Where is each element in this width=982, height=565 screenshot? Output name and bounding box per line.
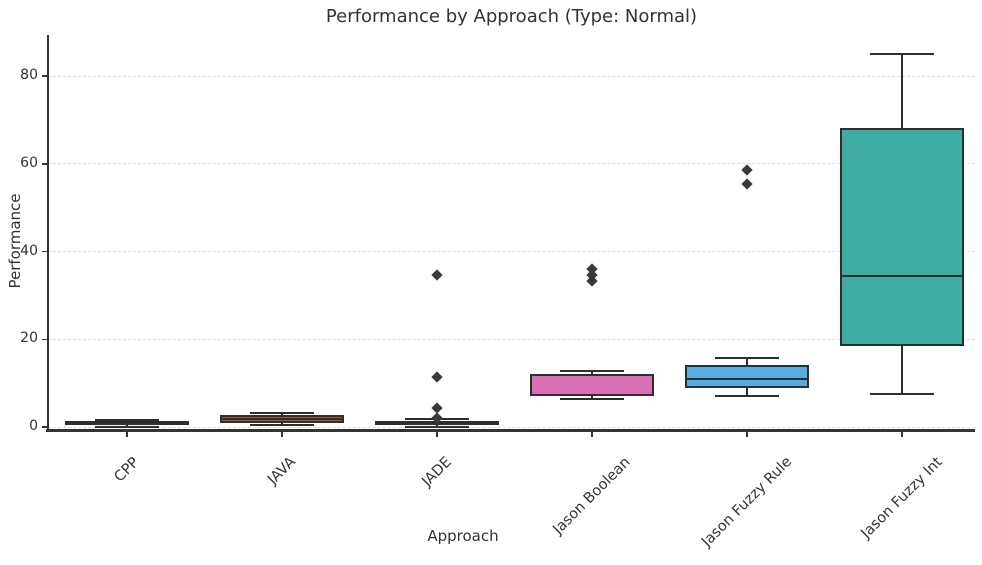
whisker-lower <box>281 422 283 426</box>
y-axis-spine <box>47 35 49 431</box>
y-tick-label: 20 <box>20 330 38 347</box>
y-tick-mark <box>42 426 48 428</box>
whisker-cap-upper <box>95 418 159 421</box>
outlier-diamond <box>431 370 443 383</box>
outlier-diamond <box>741 164 753 176</box>
whisker-cap-upper <box>870 53 934 56</box>
x-tick-label: JADE <box>419 453 455 490</box>
whisker-lower <box>901 346 903 395</box>
y-tick-mark <box>42 163 48 165</box>
whisker-cap-lower <box>870 393 934 396</box>
whisker-upper <box>591 371 593 375</box>
whisker-cap-upper <box>250 412 314 415</box>
x-tick-label: JAVA <box>265 454 299 488</box>
gridline <box>48 163 975 165</box>
whisker-cap-lower <box>560 397 624 400</box>
gridline <box>48 75 975 77</box>
outlier-diamond <box>741 177 753 190</box>
whisker-lower <box>591 396 593 399</box>
x-tick-mark <box>901 431 903 437</box>
median-line <box>530 393 654 396</box>
whisker-lower <box>746 387 748 397</box>
x-tick-mark <box>591 431 593 437</box>
gridline <box>48 251 975 253</box>
outlier-diamond <box>431 402 443 414</box>
y-tick-mark <box>42 75 48 77</box>
x-tick-label: Jason Boolean <box>550 453 634 538</box>
y-tick-label: 0 <box>29 418 38 434</box>
median-line <box>65 422 189 425</box>
gridline <box>48 426 975 428</box>
median-line <box>840 274 964 277</box>
whisker-cap-lower <box>95 425 159 428</box>
x-tick-mark <box>281 431 283 437</box>
y-tick-mark <box>42 338 48 341</box>
median-line <box>685 378 809 381</box>
x-axis-label: Approach <box>427 527 499 545</box>
gridline <box>48 338 975 340</box>
y-tick-label: 60 <box>20 154 38 171</box>
y-tick-label: 40 <box>20 242 38 259</box>
x-tick-mark <box>746 431 748 437</box>
whisker-upper <box>746 358 748 366</box>
whisker-cap-lower <box>715 395 779 398</box>
whisker-upper <box>901 54 903 128</box>
y-tick-mark <box>42 250 48 253</box>
box <box>685 365 809 388</box>
x-axis-spine <box>46 429 975 432</box>
x-tick-mark <box>436 431 438 437</box>
y-tick-label: 80 <box>20 67 38 84</box>
x-tick-label: CPP <box>111 454 143 485</box>
median-line <box>375 422 499 425</box>
x-tick-mark <box>126 431 128 437</box>
box <box>840 127 964 347</box>
whisker-cap-lower <box>405 425 469 428</box>
chart-title: Performance by Approach (Type: Normal) <box>325 6 698 27</box>
median-line <box>220 418 344 421</box>
whisker-cap-upper <box>560 370 624 373</box>
whisker-cap-lower <box>250 424 314 427</box>
whisker-cap-upper <box>715 357 779 360</box>
outlier-diamond <box>431 269 443 281</box>
